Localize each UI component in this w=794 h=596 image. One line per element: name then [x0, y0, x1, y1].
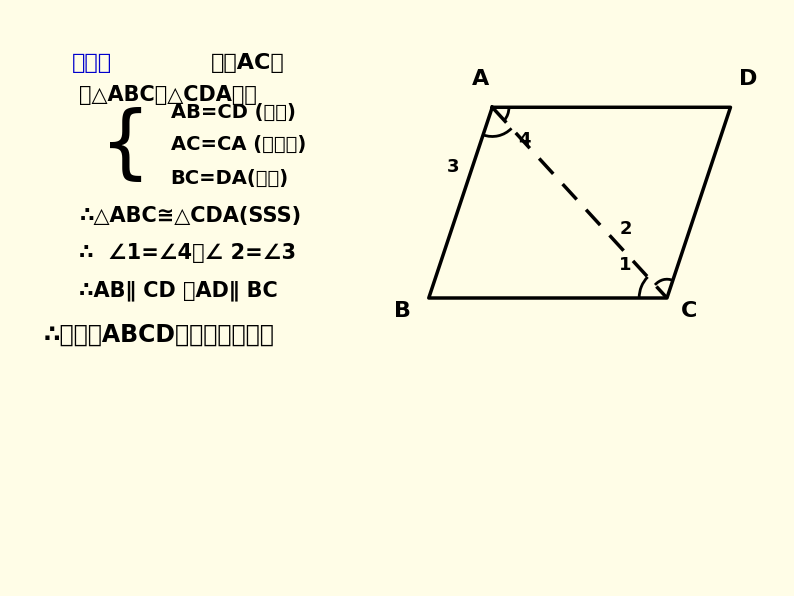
Text: A: A	[472, 69, 489, 89]
Text: 证明：: 证明：	[71, 52, 112, 73]
Text: ∴△ABC≅△CDA(SSS): ∴△ABC≅△CDA(SSS)	[79, 206, 302, 226]
Text: 在△ABC和△CDA中，: 在△ABC和△CDA中，	[79, 85, 257, 105]
Text: ∴AB∥ CD ，AD∥ BC: ∴AB∥ CD ，AD∥ BC	[79, 281, 278, 301]
Text: 3: 3	[446, 158, 459, 176]
Text: {: {	[100, 107, 151, 185]
Text: AB=CD (已知): AB=CD (已知)	[171, 103, 295, 122]
Text: AC=CA (公共边): AC=CA (公共边)	[171, 135, 306, 154]
Text: 1: 1	[619, 256, 632, 274]
Text: D: D	[738, 69, 757, 89]
Text: BC=DA(已知): BC=DA(已知)	[171, 169, 289, 188]
Text: ∴四边形ABCD是平行四边形。: ∴四边形ABCD是平行四边形。	[44, 323, 275, 347]
Text: 4: 4	[518, 131, 530, 149]
Text: C: C	[681, 301, 697, 321]
Text: 连结AC，: 连结AC，	[210, 52, 284, 73]
Text: B: B	[394, 301, 411, 321]
Text: 2: 2	[619, 221, 632, 238]
Text: ∴  ∠1=∠4，∠ 2=∠3: ∴ ∠1=∠4，∠ 2=∠3	[79, 243, 296, 263]
